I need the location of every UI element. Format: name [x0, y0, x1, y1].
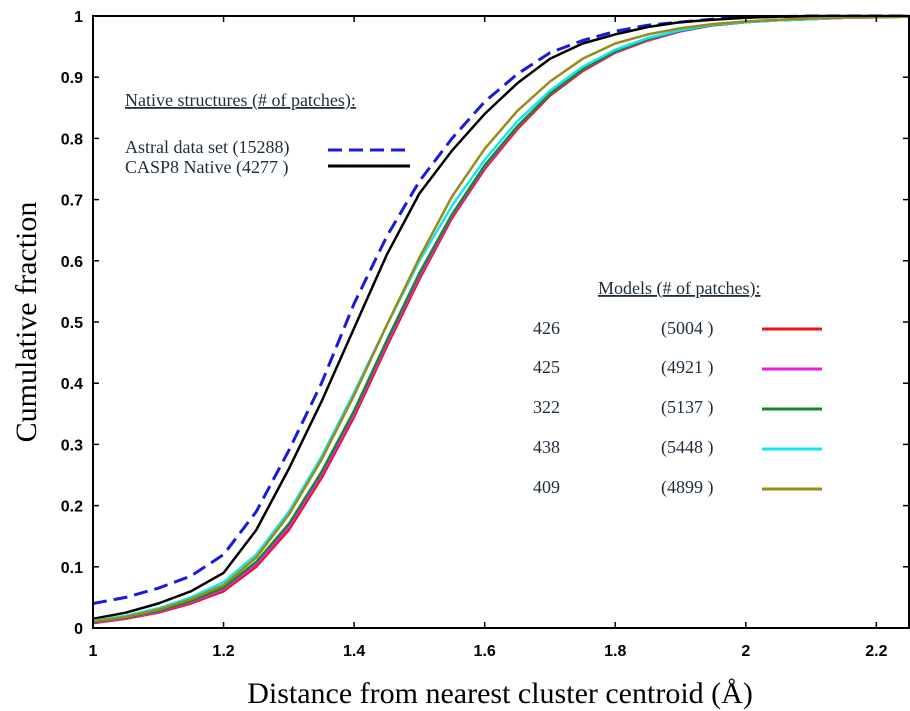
x-axis-title: Distance from nearest cluster centroid (… — [247, 677, 753, 710]
x-tick-label: 1.8 — [604, 643, 626, 660]
x-tick-label: 2 — [741, 643, 750, 660]
models-legend-heading: Models (# of patches): — [598, 278, 760, 299]
y-tick-label: 0.9 — [61, 70, 83, 87]
y-tick-label: 0.4 — [61, 376, 83, 393]
y-tick-label: 0.7 — [61, 193, 83, 210]
x-tick-label: 1.4 — [343, 643, 365, 660]
x-tick-label: 2.2 — [865, 643, 887, 660]
model-count-425: (4921 ) — [661, 357, 714, 378]
legend-label-casp8-native: CASP8 Native (4277 ) — [125, 157, 289, 178]
y-tick-label: 0.6 — [61, 254, 83, 271]
model-id-322: 322 — [533, 397, 560, 417]
y-axis-title: Cumulative fraction — [10, 202, 43, 443]
model-id-426: 426 — [533, 318, 560, 338]
native-legend: Native structures (# of patches): Astral… — [125, 90, 410, 178]
x-tick-label: 1 — [89, 643, 98, 660]
y-tick-label: 0.3 — [61, 437, 83, 454]
y-tick-label: 0 — [74, 621, 83, 638]
model-count-322: (5137 ) — [661, 397, 714, 418]
y-tick-label: 0.2 — [61, 499, 83, 516]
x-tick-label: 1.2 — [212, 643, 234, 660]
x-tick-label: 1.6 — [474, 643, 496, 660]
y-tick-label: 0.5 — [61, 315, 83, 332]
y-axis-ticks: 0 0.1 0.2 0.3 0.4 0.5 0.6 0.7 0.8 0.9 1 — [61, 9, 909, 638]
y-tick-label: 0.8 — [61, 131, 83, 148]
y-tick-label: 0.1 — [61, 560, 83, 577]
model-id-425: 425 — [533, 357, 560, 377]
model-count-438: (5448 ) — [661, 437, 714, 458]
model-count-409: (4899 ) — [661, 477, 714, 498]
y-tick-label: 1 — [74, 9, 83, 26]
native-legend-heading: Native structures (# of patches): — [125, 90, 356, 111]
model-id-438: 438 — [533, 437, 560, 457]
model-count-426: (5004 ) — [661, 318, 714, 339]
legend-label-astral: Astral data set (15288) — [125, 137, 289, 158]
model-id-409: 409 — [533, 477, 560, 497]
x-axis-ticks: 1 1.2 1.4 1.6 1.8 2 2.2 — [89, 16, 888, 660]
series-line-6 — [92, 15, 910, 623]
models-legend: Models (# of patches): 426 (5004 ) 425 (… — [533, 278, 822, 498]
